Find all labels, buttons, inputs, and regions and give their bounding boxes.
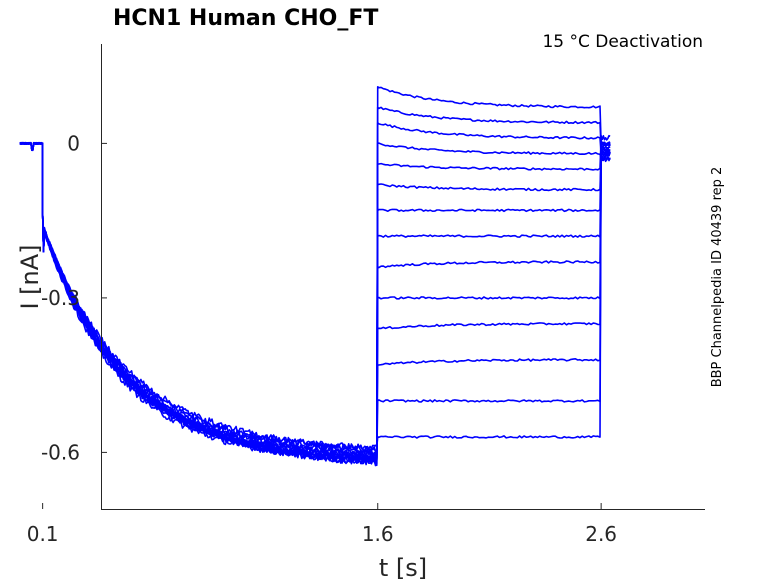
y-axis-label: I [nA] bbox=[16, 244, 44, 309]
current-trace bbox=[19, 141, 611, 458]
current-trace bbox=[19, 142, 611, 464]
y-tick-label: 0 bbox=[67, 131, 80, 155]
current-trace bbox=[19, 141, 611, 466]
x-tick-label: 0.1 bbox=[27, 522, 59, 546]
x-tick-label: 1.6 bbox=[362, 522, 394, 546]
x-axis-label: t [s] bbox=[379, 554, 427, 582]
current-trace bbox=[19, 86, 611, 454]
trace-group bbox=[19, 86, 611, 467]
current-trace bbox=[19, 106, 611, 458]
y-tick-label: -0.3 bbox=[41, 286, 80, 310]
current-trace bbox=[19, 141, 611, 463]
current-trace bbox=[19, 141, 611, 458]
y-tick-label: -0.6 bbox=[41, 440, 80, 464]
current-trace bbox=[19, 141, 611, 462]
x-tick-label: 2.6 bbox=[585, 522, 617, 546]
chart-title: HCN1 Human CHO_FT bbox=[113, 6, 378, 31]
chart-subtitle: 15 °C Deactivation bbox=[542, 32, 703, 52]
current-trace bbox=[19, 140, 611, 462]
channelpedia-id-label: BBP Channelpedia ID 40439 rep 2 bbox=[710, 167, 725, 388]
y-axis bbox=[101, 44, 705, 510]
current-trace bbox=[19, 141, 611, 452]
current-trace bbox=[19, 122, 611, 462]
current-trace bbox=[19, 134, 611, 467]
tick-group: 0.1 1.6 2.6 0 -0.3 -0.6 bbox=[27, 131, 617, 546]
